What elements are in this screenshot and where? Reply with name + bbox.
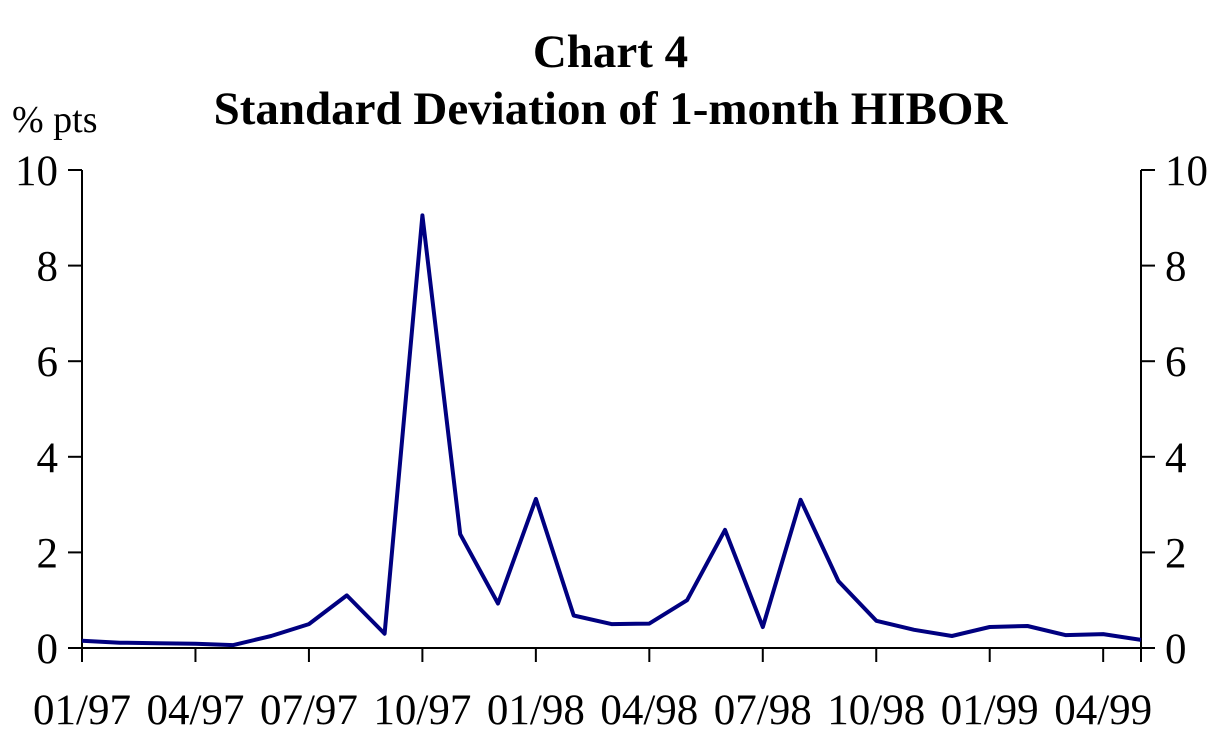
x-tick-label: 07/98	[714, 687, 812, 734]
x-tick-label: 10/98	[827, 687, 925, 734]
y-tick-label-left: 4	[37, 435, 59, 482]
x-tick-label: 04/99	[1054, 687, 1152, 734]
x-tick-label: 01/99	[941, 687, 1039, 734]
x-tick-label: 10/97	[373, 687, 471, 734]
y-tick-label-left: 2	[37, 530, 59, 577]
y-tick-label-right: 2	[1165, 530, 1187, 577]
y-tick-label-right: 10	[1165, 148, 1208, 195]
x-tick-label: 01/97	[33, 687, 131, 734]
hibor-stdev-line-series	[81, 213, 1142, 648]
y-tick-label-left: 0	[37, 626, 59, 673]
chart-title: Chart 4	[532, 26, 689, 78]
y-tick-label-left: 10	[15, 148, 58, 195]
chart-title-block: Chart 4 Standard Deviation of 1-month HI…	[0, 24, 1221, 139]
y-tick-label-left: 8	[37, 244, 59, 291]
y-tick-label-right: 4	[1165, 435, 1187, 482]
chart-subtitle: Standard Deviation of 1-month HIBOR	[213, 83, 1008, 136]
x-tick-label: 04/97	[146, 687, 244, 734]
y-tick-label-right: 0	[1165, 626, 1187, 673]
y-axis-units-label: % pts	[12, 99, 98, 141]
x-tick-label: 07/97	[260, 687, 358, 734]
x-tick-label: 01/98	[487, 687, 585, 734]
y-tick-label-right: 6	[1165, 339, 1187, 386]
y-tick-label-left: 6	[37, 339, 59, 386]
y-tick-label-right: 8	[1165, 244, 1187, 291]
x-tick-label: 04/98	[600, 687, 698, 734]
